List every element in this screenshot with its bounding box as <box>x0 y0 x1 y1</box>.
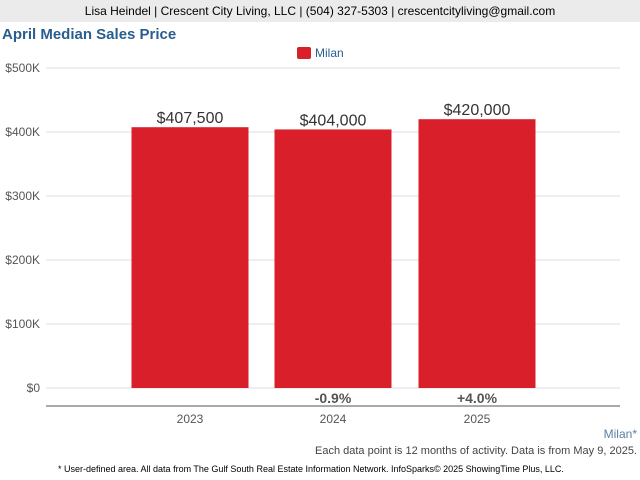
bars <box>131 119 536 388</box>
y-tick-label: $400K <box>5 125 40 139</box>
y-tick-label: $100K <box>5 317 40 331</box>
value-label: $407,500 <box>157 110 224 127</box>
x-axis-ticks: 2023 2024 2025 <box>177 412 491 426</box>
activity-note: Each data point is 12 months of activity… <box>314 445 637 457</box>
bar <box>274 129 392 388</box>
legend-label: Milan <box>315 46 344 60</box>
y-tick-label: $500K <box>5 61 40 75</box>
bar-chart: $0 $100K $200K $300K $400K $500K $407,500 $404… <box>5 61 620 426</box>
bar <box>418 119 536 388</box>
area-label: Milan* <box>603 427 637 441</box>
change-labels: -0.9% +4.0% <box>315 390 498 406</box>
y-axis-ticks: $0 $100K $200K $300K $400K $500K <box>5 61 40 395</box>
chart-title: April Median Sales Price <box>2 26 177 43</box>
x-tick-label: 2024 <box>320 412 347 426</box>
x-tick-label: 2023 <box>177 412 204 426</box>
change-label: -0.9% <box>315 390 352 406</box>
x-tick-label: 2025 <box>464 412 491 426</box>
y-tick-label: $200K <box>5 253 40 267</box>
value-labels: $407,500 $404,000 $420,000 <box>157 102 511 129</box>
bar <box>131 127 249 388</box>
y-tick-label: $0 <box>27 381 41 395</box>
y-tick-label: $300K <box>5 189 40 203</box>
change-label: +4.0% <box>457 390 498 406</box>
value-label: $404,000 <box>300 112 367 129</box>
source-note: * User-defined area. All data from The G… <box>58 464 564 474</box>
value-label: $420,000 <box>444 102 511 119</box>
legend[interactable]: Milan <box>297 45 344 61</box>
legend-swatch <box>297 47 311 59</box>
contact-banner: Lisa Heindel | Crescent City Living, LLC… <box>0 0 640 22</box>
